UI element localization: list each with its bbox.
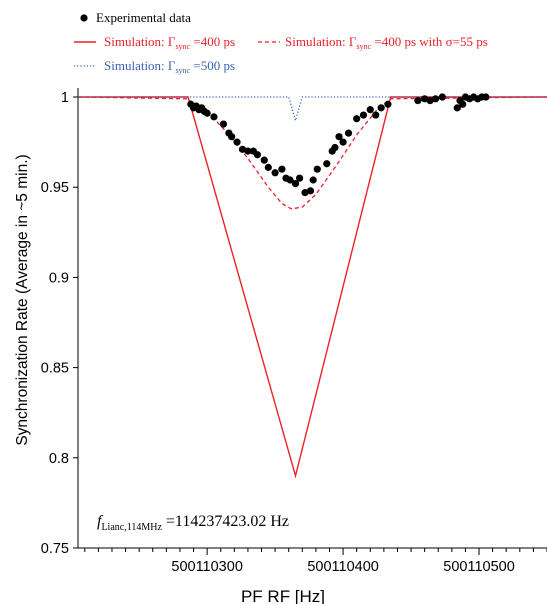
data-point (377, 104, 385, 112)
series-line-sim400 (78, 96, 547, 479)
data-point (244, 147, 252, 155)
data-point (291, 180, 300, 188)
data-point (372, 111, 380, 119)
data-point (210, 113, 218, 121)
y-tick-label: 1 (61, 90, 69, 106)
frequency-annotation: fLianc,114MHz =114237423.02 Hz (97, 513, 289, 533)
x-tick-label: 500110400 (307, 559, 379, 575)
data-point (426, 97, 434, 105)
legend-label-sim400: Simulation: Γsync =400 ps (104, 34, 235, 51)
y-tick-label: 0.95 (41, 180, 69, 196)
data-point (384, 100, 392, 108)
data-point (301, 189, 309, 197)
data-point (339, 138, 347, 146)
data-point (253, 151, 262, 159)
data-point (482, 93, 490, 101)
data-point (271, 169, 279, 177)
data-point (335, 133, 343, 141)
data-point (278, 165, 286, 173)
data-point (313, 165, 321, 173)
data-point (228, 133, 236, 141)
data-point (203, 109, 211, 117)
data-point (353, 115, 361, 123)
y-tick-label: 0.75 (41, 541, 69, 557)
y-tick-label: 0.85 (41, 361, 69, 377)
data-point (264, 163, 272, 171)
data-point (459, 100, 467, 108)
y-axis-label: Synchronization Rate (Average in ~5 min.… (14, 154, 31, 445)
series-group (77, 93, 547, 479)
data-point (438, 93, 446, 101)
x-axis-label: PF RF [Hz] (241, 587, 325, 604)
data-point (344, 129, 353, 137)
legend-label-experimental: Experimental data (96, 10, 191, 25)
legend-label-sim400s: Simulation: Γsync =400 ps with σ=55 ps (285, 34, 488, 51)
y-tick-label: 0.8 (49, 451, 69, 467)
data-point (309, 176, 317, 184)
data-point (366, 106, 374, 114)
data-point (306, 187, 315, 195)
data-point (286, 176, 294, 184)
data-point (295, 174, 304, 182)
data-point (414, 97, 422, 105)
data-point (233, 138, 241, 146)
x-tick-label: 500110500 (443, 559, 515, 575)
legend-label-sim500: Simulation: Γsync =500 ps (104, 58, 235, 75)
x-tick-label: 500110300 (171, 559, 243, 575)
data-point (359, 111, 368, 119)
data-point (260, 156, 268, 164)
data-point (453, 104, 461, 112)
y-tick-label: 0.9 (49, 270, 69, 286)
series-experimental (187, 93, 490, 197)
data-point (219, 120, 228, 128)
data-point (421, 95, 429, 103)
data-point (431, 95, 440, 103)
data-point (331, 143, 339, 152)
axis-ticks: 0.75 0.8 0.85 0.9 0.95 1 500110300 500110400 500… (41, 90, 547, 575)
data-point (323, 160, 331, 168)
legend-marker-experimental (80, 14, 88, 22)
legend: Experimental data Simulation: Γsync =400… (74, 10, 488, 75)
data-point (238, 145, 247, 153)
